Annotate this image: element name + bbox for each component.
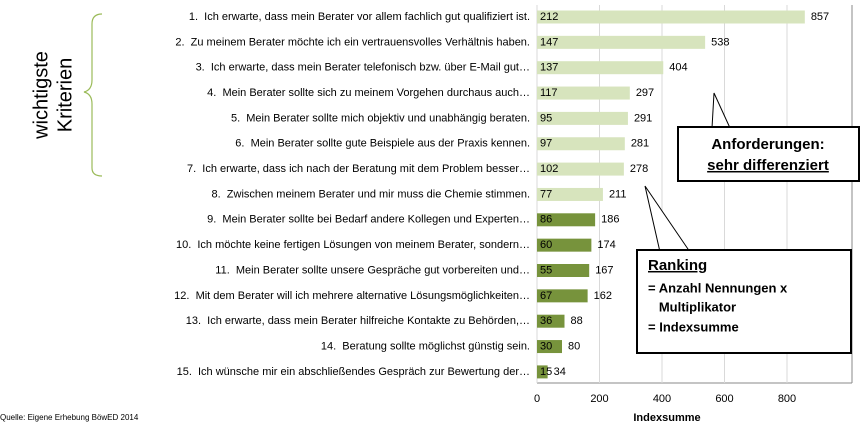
bar (537, 86, 630, 100)
mention-label: 30 (540, 340, 552, 352)
pointer (711, 92, 731, 129)
value-label: 80 (568, 340, 580, 352)
mention-label: 67 (540, 290, 552, 302)
mention-label: 55 (540, 264, 552, 276)
value-label: 278 (630, 163, 648, 175)
value-label: 291 (634, 112, 652, 124)
y-tick-label: 14. Beratung sollte möglichst günstig se… (321, 340, 530, 352)
bar (537, 35, 706, 49)
bracket-label: Kriterien (54, 58, 76, 132)
value-label: 211 (609, 188, 627, 200)
annotation-text: sehr differenziert (707, 157, 829, 174)
bar (537, 213, 596, 227)
value-label: 404 (669, 62, 687, 74)
bar (537, 238, 592, 252)
annotation-text: Multiplikator (648, 299, 736, 314)
bracket (83, 13, 103, 177)
value-label: 186 (601, 214, 619, 226)
bar (537, 340, 562, 354)
bar (537, 111, 628, 125)
mention-label: 15 (540, 366, 552, 378)
x-tick-label: 400 (653, 393, 671, 405)
y-tick-label: 6. Mein Berater sollte gute Beispiele au… (235, 138, 530, 150)
annotation-box (636, 249, 852, 354)
value-label: 162 (594, 290, 612, 302)
value-label: 857 (811, 11, 829, 23)
value-label: 34 (554, 366, 566, 378)
mention-label: 60 (540, 239, 552, 251)
value-label: 174 (597, 239, 615, 251)
bar (537, 10, 805, 24)
value-label: 538 (711, 36, 729, 48)
annotation-box (677, 126, 860, 182)
y-tick-label: 4. Mein Berater sollte sich zu meinem Vo… (207, 87, 530, 99)
x-tick-label: 0 (534, 393, 540, 405)
mention-label: 77 (540, 188, 552, 200)
bracket-label: wichtigste (30, 51, 52, 140)
x-tick-label: 200 (590, 393, 608, 405)
mention-label: 97 (540, 138, 552, 150)
bar (537, 162, 624, 176)
mention-label: 36 (540, 315, 552, 327)
y-tick-label: 7. Ich erwarte, dass ich nach der Beratu… (187, 163, 530, 175)
y-tick-label: 8. Zwischen meinem Berater und mir muss … (212, 188, 531, 200)
annotation-text: = Anzahl Nennungen x (648, 280, 788, 295)
bar (537, 264, 590, 277)
x-tick-label: 600 (715, 393, 733, 405)
y-tick-label: 9. Mein Berater sollte bei Bedarf andere… (207, 214, 530, 226)
value-label: 88 (571, 315, 583, 327)
mention-label: 95 (540, 112, 552, 124)
y-tick-label: 12. Mit dem Berater will ich mehrere alt… (174, 290, 530, 302)
mention-label: 212 (540, 11, 558, 23)
y-tick-label: 13. Ich erwarte, dass mein Berater hilfr… (186, 315, 530, 327)
bar (537, 289, 588, 303)
bar (537, 137, 625, 151)
annotations: Anforderungen: sehr differenziert Rankin… (636, 92, 860, 354)
annotation-text: Anforderungen: (711, 136, 824, 153)
value-label: 297 (636, 87, 654, 99)
mention-label: 102 (540, 163, 558, 175)
annotation-text: = Indexsumme (648, 319, 739, 334)
y-tick-label: 15. Ich wünsche mir ein abschließendes G… (177, 366, 530, 378)
bar (537, 187, 603, 201)
y-tick-label: 11. Mein Berater sollte unsere Gespräche… (215, 264, 530, 276)
bar (537, 365, 548, 379)
pointer (644, 185, 691, 253)
mention-label: 117 (540, 87, 558, 99)
bar (537, 314, 565, 328)
y-tick-label: 5. Mein Berater sollte mich objektiv und… (231, 112, 530, 124)
y-tick-label: 10. Ich möchte keine fertigen Lösungen v… (176, 239, 530, 251)
value-label: 167 (595, 264, 613, 276)
mention-label: 137 (540, 62, 558, 74)
y-tick-label: 3. Ich erwarte, dass mein Berater telefo… (196, 62, 530, 74)
annotation-title: Ranking (648, 257, 707, 274)
y-tick-label: 1. Ich erwarte, dass mein Berater vor al… (189, 11, 530, 23)
mention-label: 147 (540, 36, 558, 48)
source: Quelle: Eigene Erhebung BöwED 2014 (0, 413, 139, 422)
y-tick-label: 2. Zu meinem Berater möchte ich ein vert… (175, 36, 530, 48)
bar (537, 61, 664, 75)
x-tick-label: 800 (778, 393, 796, 405)
value-label: 281 (631, 138, 649, 150)
mention-label: 86 (540, 214, 552, 226)
x-axis-label: Indexsumme (633, 412, 700, 424)
